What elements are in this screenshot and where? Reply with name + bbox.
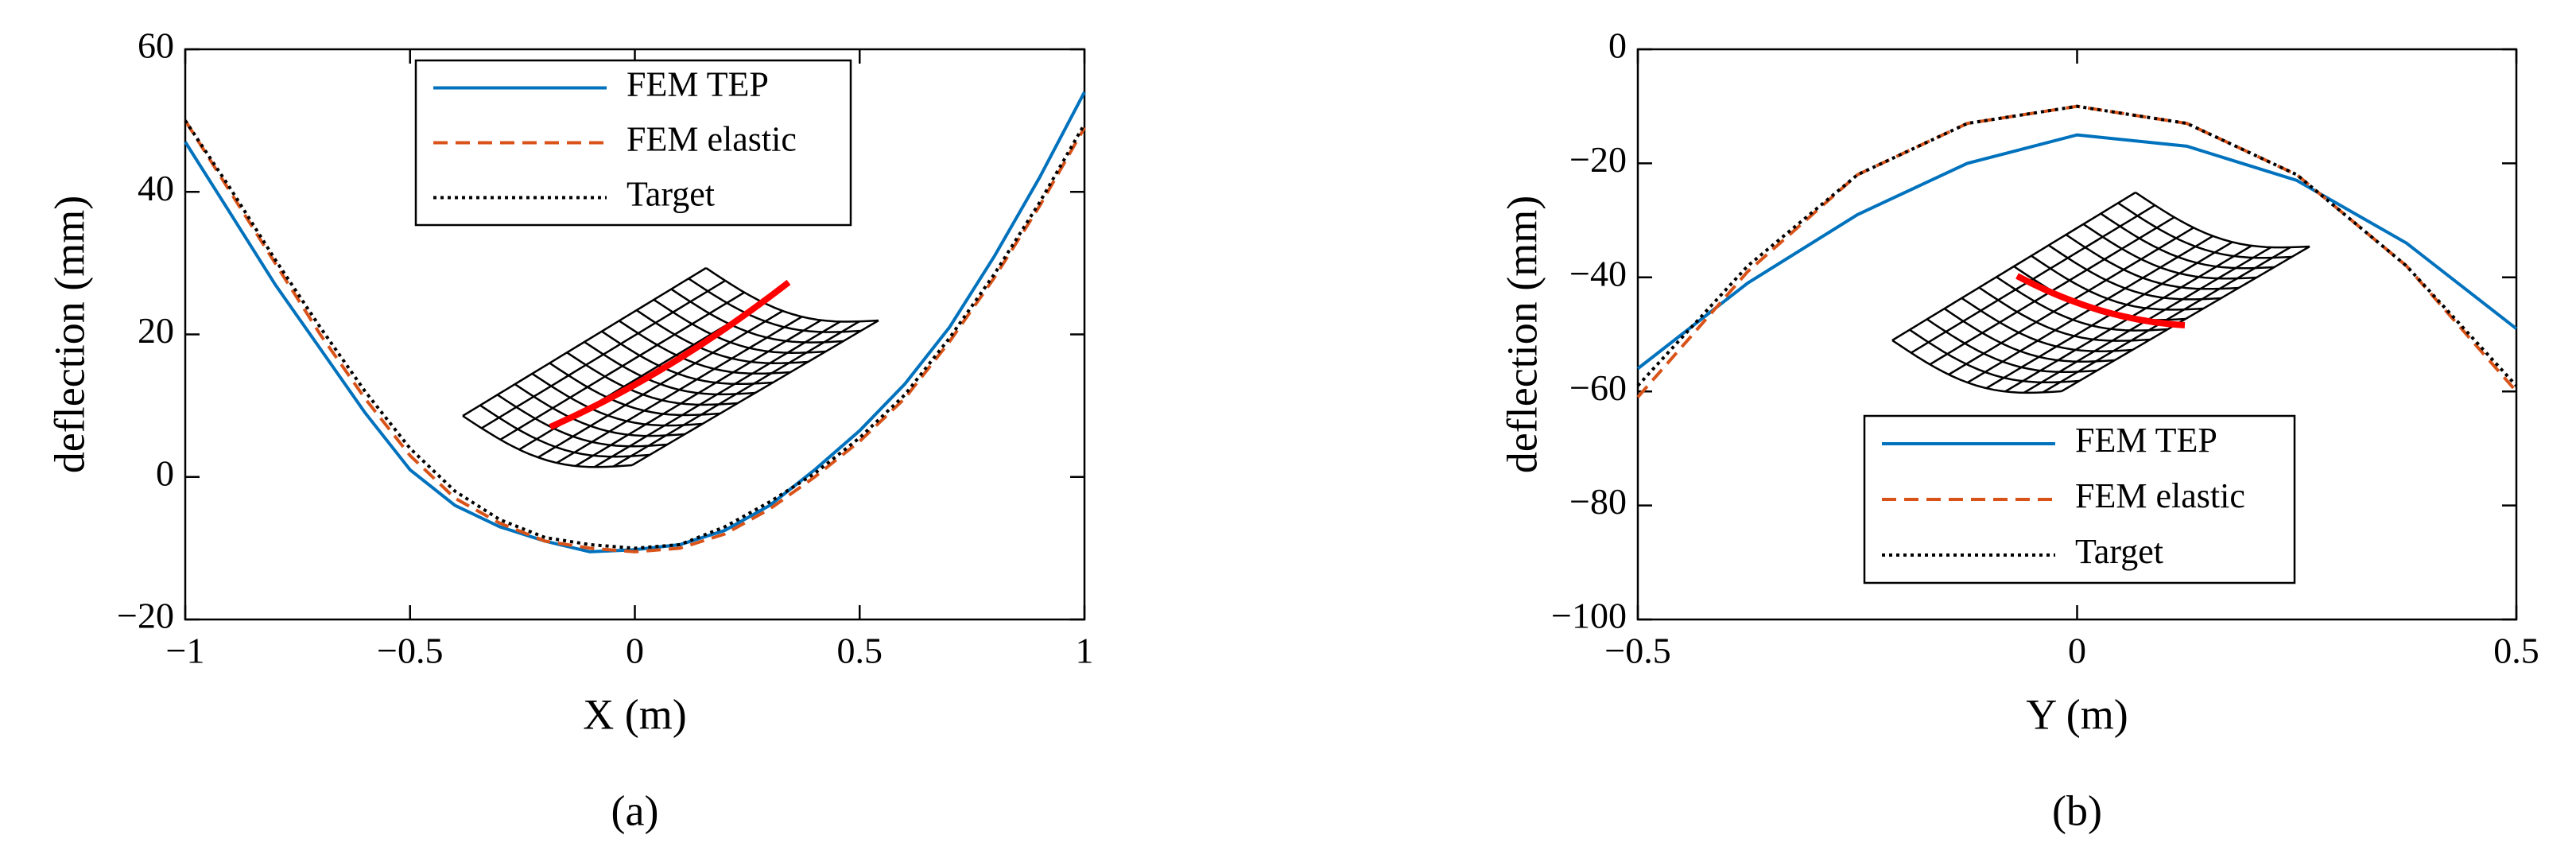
mesh-line bbox=[2117, 202, 2292, 259]
mesh-line bbox=[497, 394, 668, 448]
mesh-line bbox=[594, 320, 841, 468]
y-tick-label: 60 bbox=[138, 25, 174, 66]
panel-caption: (b) bbox=[2052, 786, 2102, 834]
mesh-line bbox=[1943, 308, 2115, 363]
mesh-line bbox=[1909, 328, 2080, 384]
y-tick-label: −60 bbox=[1569, 367, 1627, 408]
mesh-line bbox=[462, 266, 707, 417]
x-tick-label: −1 bbox=[166, 631, 205, 671]
mesh-line bbox=[2100, 212, 2275, 270]
mesh-line bbox=[479, 404, 650, 458]
mesh-line bbox=[619, 320, 791, 375]
mesh-line bbox=[566, 351, 738, 406]
mesh-line bbox=[2061, 245, 2310, 393]
mesh-line bbox=[584, 340, 756, 396]
inset-mesh bbox=[462, 266, 879, 468]
x-tick-label: −0.5 bbox=[1604, 631, 1670, 671]
mesh-line bbox=[705, 266, 879, 323]
inset-highlight bbox=[2015, 273, 2186, 328]
y-tick-label: 20 bbox=[138, 310, 174, 351]
mesh-line bbox=[653, 298, 826, 354]
y-tick-label: 0 bbox=[1608, 25, 1627, 66]
mesh-line bbox=[556, 316, 803, 464]
mesh-line bbox=[1891, 339, 2062, 394]
series-line bbox=[1636, 104, 2518, 387]
mesh-line bbox=[1926, 318, 2097, 374]
legend-label: FEM elastic bbox=[2075, 476, 2245, 515]
mesh-line bbox=[1978, 286, 2151, 342]
mesh-line bbox=[499, 291, 745, 441]
panel-caption: (a) bbox=[611, 786, 659, 834]
mesh-line bbox=[688, 278, 861, 333]
mesh-line bbox=[635, 309, 809, 364]
mesh-line bbox=[575, 319, 822, 468]
x-axis-label: Y (m) bbox=[2026, 690, 2128, 738]
mesh-line bbox=[670, 288, 844, 344]
y-tick-label: −40 bbox=[1569, 253, 1627, 293]
mesh-line bbox=[514, 383, 685, 437]
mesh-line bbox=[631, 319, 879, 467]
legend-label: FEM TEP bbox=[627, 65, 769, 104]
x-tick-label: −0.5 bbox=[377, 631, 443, 671]
y-tick-label: 40 bbox=[138, 168, 174, 208]
mesh-line bbox=[2048, 244, 2221, 301]
x-tick-label: 0.5 bbox=[837, 631, 883, 671]
mesh-line bbox=[531, 372, 703, 427]
x-tick-label: 0 bbox=[2068, 631, 2086, 671]
y-tick-label: −20 bbox=[117, 596, 174, 636]
mesh-line bbox=[2042, 246, 2291, 394]
y-tick-label: −100 bbox=[1551, 596, 1627, 636]
mesh-line bbox=[2082, 223, 2257, 280]
x-tick-label: 0.5 bbox=[2493, 631, 2539, 671]
series-line bbox=[1636, 133, 2518, 371]
mesh-line bbox=[612, 320, 860, 468]
legend-label: Target bbox=[2075, 532, 2163, 571]
mesh-line bbox=[1891, 191, 2136, 342]
mesh-line bbox=[1911, 204, 2155, 354]
mesh-line bbox=[1996, 276, 2168, 332]
mesh-line bbox=[2065, 234, 2239, 290]
y-tick-label: 0 bbox=[156, 452, 174, 493]
inset-mesh bbox=[1891, 191, 2310, 394]
mesh-line bbox=[2031, 254, 2204, 311]
y-axis-label: deflection (mm) bbox=[45, 196, 93, 473]
mesh-line bbox=[2135, 191, 2310, 249]
mesh-line bbox=[462, 414, 633, 468]
y-axis-label: deflection (mm) bbox=[1498, 196, 1546, 473]
mesh-line bbox=[601, 330, 774, 386]
legend-label: Target bbox=[627, 175, 715, 214]
legend-label: FEM elastic bbox=[627, 120, 797, 159]
series-line bbox=[184, 119, 1086, 553]
x-axis-label: X (m) bbox=[583, 690, 686, 738]
mesh-line bbox=[537, 309, 784, 459]
x-tick-label: 0 bbox=[626, 631, 644, 671]
inset-highlight bbox=[549, 279, 791, 430]
y-tick-label: −20 bbox=[1569, 139, 1627, 180]
series-line bbox=[184, 119, 1086, 550]
y-tick-label: −80 bbox=[1569, 481, 1627, 522]
mesh-line bbox=[549, 362, 720, 417]
mesh-line bbox=[1961, 297, 2133, 352]
legend-label: FEM TEP bbox=[2075, 421, 2217, 460]
mesh-line bbox=[481, 279, 726, 429]
x-tick-label: 1 bbox=[1076, 631, 1094, 671]
